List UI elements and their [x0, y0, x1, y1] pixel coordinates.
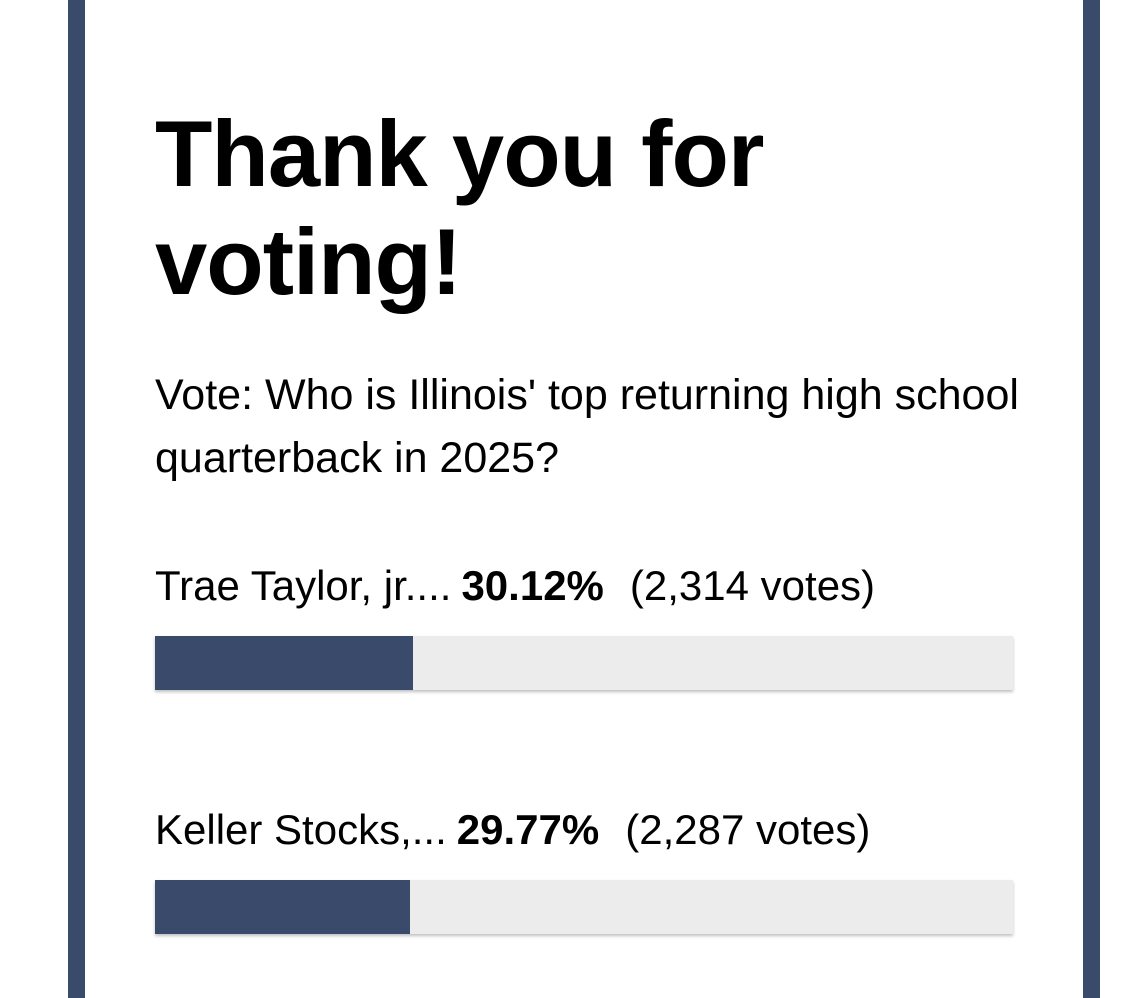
result-bar-fill	[155, 880, 411, 934]
option-vote-count: (2,314 votes)	[629, 562, 876, 609]
poll-option: Keller Stocks,... 29.77% (2,287 votes)	[155, 800, 1013, 934]
option-percent: 30.12%	[461, 562, 604, 609]
poll-option-label: Trae Taylor, jr.... 30.12% (2,314 votes)	[155, 556, 1013, 616]
thank-you-heading: Thank you for voting!	[155, 101, 764, 314]
poll-card-frame	[68, 0, 1100, 998]
poll-option-label: Keller Stocks,... 29.77% (2,287 votes)	[155, 800, 1013, 860]
result-bar-fill	[155, 636, 414, 690]
option-percent: 29.77%	[456, 806, 600, 853]
poll-option: Trae Taylor, jr.... 30.12% (2,314 votes)	[155, 556, 1013, 690]
poll-question: Vote: Who is Illinois' top returning hig…	[155, 371, 1019, 482]
option-name: Trae Taylor, jr....	[155, 562, 452, 609]
option-name: Keller Stocks,...	[155, 806, 447, 853]
option-vote-count: (2,287 votes)	[625, 806, 871, 853]
result-bar-track	[155, 880, 1013, 934]
result-bar-track	[155, 636, 1013, 690]
